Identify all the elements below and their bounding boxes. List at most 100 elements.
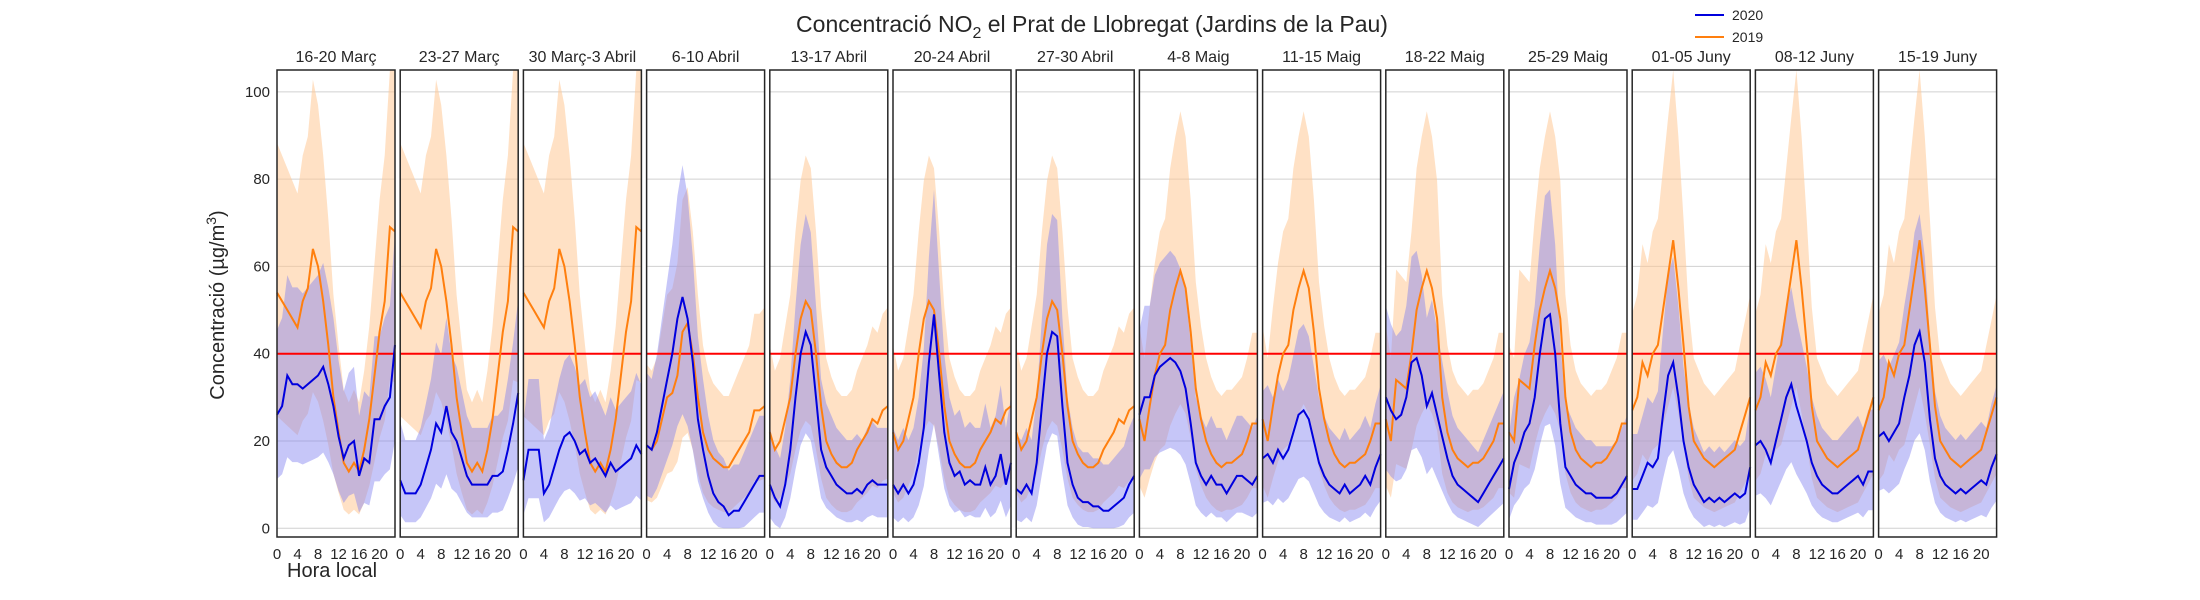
- panel-frame: [522, 69, 643, 538]
- x-tick-label: 0: [519, 546, 527, 563]
- line-2020: [1138, 356, 1259, 496]
- x-tick-label: 20: [741, 546, 758, 563]
- line-2020: [1015, 330, 1136, 512]
- line-2019: [522, 225, 643, 475]
- band-2020: [1016, 214, 1135, 529]
- panel-frame: [1631, 69, 1751, 538]
- panel-1: 16-20 Març 0 4 8 12 16 20: [273, 49, 396, 563]
- x-tick-label: 4: [1895, 546, 1903, 563]
- panel-title: 11-15 Maig: [1282, 49, 1361, 66]
- x-tick-label: 20: [494, 546, 511, 563]
- x-tick-label: 20: [864, 546, 881, 563]
- line-2020: [522, 430, 643, 497]
- panel-7: 27-30 Abril 0 4 8 12 16 20: [1012, 49, 1136, 563]
- x-tick-label: 20: [1973, 546, 1990, 563]
- y-tick-label: 0: [262, 520, 270, 537]
- panel-title: 27-30 Abril: [1037, 49, 1114, 66]
- x-tick-label: 4: [1279, 546, 1287, 563]
- line-2019: [1877, 240, 1998, 469]
- x-tick-label: 0: [1258, 546, 1266, 563]
- x-tick-label: 16: [1213, 546, 1230, 563]
- band-2019: [1632, 70, 1751, 513]
- x-tick-label: 8: [930, 546, 938, 563]
- x-tick-label: 0: [642, 546, 650, 563]
- band-2019: [1878, 70, 1997, 513]
- band-2020: [1878, 214, 1997, 523]
- panel-frame: [1508, 69, 1628, 538]
- line-2019: [1631, 240, 1752, 469]
- panel-frame: [769, 69, 889, 538]
- x-tick-label: 4: [1649, 546, 1657, 563]
- x-tick-label: 16: [1706, 546, 1723, 563]
- x-tick-label: 0: [273, 546, 281, 563]
- x-tick-label: 16: [1829, 546, 1846, 563]
- x-tick-label: 8: [807, 546, 815, 563]
- panel-title: 6-10 Abril: [672, 49, 740, 66]
- panel-2: 23-27 Març 0 4 8 12 16 20: [396, 49, 520, 563]
- line-2020: [1877, 328, 1998, 495]
- x-tick-label: 12: [823, 546, 840, 563]
- line-2020: [1508, 312, 1628, 499]
- x-tick-label: 8: [1669, 546, 1677, 563]
- panel-frame: [1261, 69, 1382, 538]
- x-tick-label: 20: [1850, 546, 1867, 563]
- band-2019: [523, 70, 642, 515]
- x-tick-label: 8: [1546, 546, 1554, 563]
- x-tick-label: 8: [1792, 546, 1800, 563]
- x-tick-label: 4: [540, 546, 548, 563]
- panel-title: 18-22 Maig: [1405, 49, 1485, 66]
- x-tick-label: 12: [330, 546, 347, 563]
- x-tick-label: 8: [560, 546, 568, 563]
- panel-frame: [399, 69, 519, 538]
- x-tick-label: 20: [1357, 546, 1374, 563]
- band-2019: [646, 187, 765, 513]
- panel-title: 16-20 Març: [296, 49, 377, 66]
- x-tick-label: 16: [1583, 546, 1600, 563]
- line-2019: [892, 298, 1012, 469]
- x-tick-label: 0: [396, 546, 404, 563]
- x-tick-label: 4: [1156, 546, 1164, 563]
- band-2020: [646, 165, 765, 529]
- x-tick-label: 12: [1439, 546, 1456, 563]
- line-2019: [1015, 298, 1135, 469]
- x-tick-label: 12: [577, 546, 594, 563]
- band-2020: [1632, 256, 1751, 527]
- x-tick-label: 4: [1033, 546, 1041, 563]
- x-tick-label: 16: [844, 546, 861, 563]
- panel-frame: [276, 69, 396, 538]
- x-tick-label: 20: [1110, 546, 1127, 563]
- line-2019: [645, 320, 766, 469]
- line-2019: [1138, 267, 1258, 469]
- x-tick-label: 12: [700, 546, 717, 563]
- panel-frame: [1877, 69, 1998, 538]
- line-2020: [892, 314, 1012, 496]
- y-axis-label: Concentració (µg/m3): [203, 210, 229, 399]
- panel-title: 13-17 Abril: [791, 49, 868, 66]
- panel-8: 4-8 Maig 0 4 8 12 16 20: [1135, 49, 1259, 563]
- band-2020: [523, 354, 642, 523]
- x-tick-label: 12: [1316, 546, 1333, 563]
- band-2019: [893, 155, 1011, 513]
- line-2019: [1261, 267, 1381, 469]
- legend-label-2020: 2020: [1732, 7, 1763, 23]
- x-tick-label: 8: [1299, 546, 1307, 563]
- line-2019: [276, 225, 396, 475]
- x-tick-label: 8: [1176, 546, 1184, 563]
- x-tick-label: 4: [293, 546, 301, 563]
- band-2019: [400, 70, 519, 515]
- panel-4: 6-10 Abril 0 4 8 12 16 20: [642, 49, 766, 563]
- x-tick-label: 16: [474, 546, 491, 563]
- x-tick-label: 16: [351, 546, 368, 563]
- line-2020: [276, 344, 396, 477]
- x-tick-label: 0: [1012, 546, 1020, 563]
- line-2019: [1508, 267, 1627, 469]
- line-2020: [1632, 358, 1752, 504]
- panel-frame: [1754, 69, 1875, 538]
- line-2020: [399, 392, 520, 495]
- chart-title: Concentració NO2 el Prat de Llobregat (J…: [796, 11, 1388, 42]
- panel-title: 20-24 Abril: [914, 49, 991, 66]
- band-2020: [769, 214, 888, 529]
- panel-title: 4-8 Maig: [1167, 49, 1229, 66]
- x-tick-label: 20: [1726, 546, 1743, 563]
- x-tick-label: 8: [437, 546, 445, 563]
